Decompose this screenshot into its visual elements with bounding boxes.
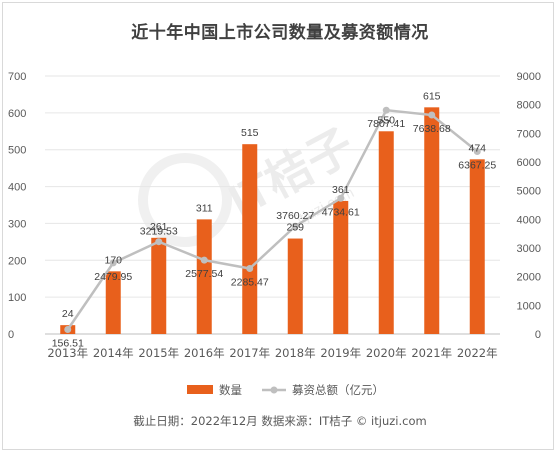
left-axis-ticks: 0 100 200 300 400 500 600 700 — [8, 71, 26, 341]
bar-value-label: 361 — [332, 184, 350, 196]
legend-bar-swatch — [187, 385, 213, 394]
y2-tick-label: 8000 — [517, 100, 541, 112]
bar-value-label: 550 — [377, 114, 395, 126]
line-value-label: 2577.54 — [185, 268, 223, 280]
line-value-label: 6367.25 — [458, 159, 496, 171]
x-tick-label: 2020年 — [366, 346, 407, 360]
bar — [378, 131, 394, 334]
bar-value-label: 261 — [150, 221, 168, 233]
bar-series — [60, 107, 485, 334]
legend-line-marker — [270, 386, 278, 394]
line-point — [428, 111, 436, 119]
y2-tick-label: 2000 — [517, 272, 541, 284]
line-point — [200, 256, 208, 264]
bar — [105, 271, 121, 334]
line-point — [109, 259, 117, 267]
y-tick-label: 0 — [8, 329, 14, 341]
y2-tick-label: 9000 — [517, 71, 541, 83]
line-value-label: 7807.41 — [367, 118, 405, 130]
right-axis-ticks: 0 1000 2000 3000 4000 5000 6000 7000 8000 9000 — [517, 71, 541, 341]
chart-frame — [2, 2, 554, 450]
line-point — [64, 326, 72, 334]
line-point — [155, 238, 163, 246]
y-tick-label: 300 — [8, 218, 26, 230]
x-axis-ticks: 2013年 2014年 2015年 2016年 2017年 2018年 2019年 2020年… — [47, 346, 497, 360]
bar-value-label: 24 — [62, 308, 74, 320]
y2-tick-label: 6000 — [517, 157, 541, 169]
bar — [196, 219, 212, 334]
x-tick-label: 2019年 — [320, 346, 361, 360]
line-value-label: 2479.95 — [94, 271, 132, 283]
legend-bar-label: 数量 — [219, 383, 242, 397]
y-tick-label: 700 — [8, 71, 26, 83]
gridlines — [45, 75, 500, 335]
line-value-label: 7638.68 — [413, 123, 451, 135]
x-tick-label: 2014年 — [93, 346, 134, 360]
bar-value-label: 170 — [104, 254, 122, 266]
bar — [469, 159, 485, 334]
y-tick-label: 400 — [8, 182, 26, 194]
x-tick-label: 2017年 — [229, 346, 270, 360]
y2-tick-label: 5000 — [517, 186, 541, 198]
line-value-label: 3219.53 — [140, 226, 178, 238]
bar — [151, 237, 167, 334]
x-tick-label: 2016年 — [184, 346, 225, 360]
bar-value-label: 615 — [423, 90, 441, 102]
y2-tick-label: 4000 — [517, 214, 541, 226]
watermark-logo-ring — [138, 153, 232, 247]
bar — [287, 238, 303, 334]
bar-value-label: 515 — [241, 127, 259, 139]
bar-value-label: 474 — [468, 142, 486, 154]
line-point — [337, 194, 345, 202]
bar — [424, 107, 440, 334]
line-point — [382, 106, 390, 114]
line-path — [66, 108, 479, 331]
x-tick-label: 2022年 — [457, 346, 498, 360]
source-note: 截止日期：2022年12月 数据来源：IT桔子 © itjuzi.com — [133, 414, 427, 428]
line-value-label: 2285.47 — [231, 276, 269, 288]
line-value-label: 156.51 — [52, 338, 84, 350]
y-tick-label: 100 — [8, 292, 26, 304]
line-series — [64, 106, 481, 334]
x-tick-label: 2015年 — [138, 346, 179, 360]
y-tick-label: 500 — [8, 145, 26, 157]
line-point — [246, 264, 254, 272]
y2-tick-label: 7000 — [517, 128, 541, 140]
bar-value-label: 311 — [196, 202, 213, 214]
x-tick-label: 2018年 — [275, 346, 316, 360]
y2-tick-label: 1000 — [517, 300, 541, 312]
x-tick-label: 2021年 — [411, 346, 452, 360]
legend-line-label: 募资总额（亿元） — [292, 383, 384, 397]
y-tick-label: 200 — [8, 255, 26, 267]
line-value-label: 4734.61 — [322, 206, 360, 218]
x-tick-label: 2013年 — [47, 346, 88, 360]
y2-tick-label: 3000 — [517, 243, 541, 255]
data-labels: 24 170 261 311 515 259 361 550 615 474 156.51 2479.… — [52, 90, 497, 349]
y-tick-label: 600 — [8, 108, 26, 120]
line-point — [291, 222, 299, 230]
y2-tick-label: 0 — [535, 329, 541, 341]
line-point — [473, 147, 481, 155]
legend: 数量 募资总额（亿元） — [187, 383, 384, 397]
bar — [242, 144, 258, 334]
chart-title: 近十年中国上市公司数量及募资额情况 — [131, 23, 429, 43]
line-value-label: 3760.27 — [276, 210, 314, 222]
bar — [333, 200, 349, 334]
bar-value-label: 259 — [286, 222, 304, 234]
